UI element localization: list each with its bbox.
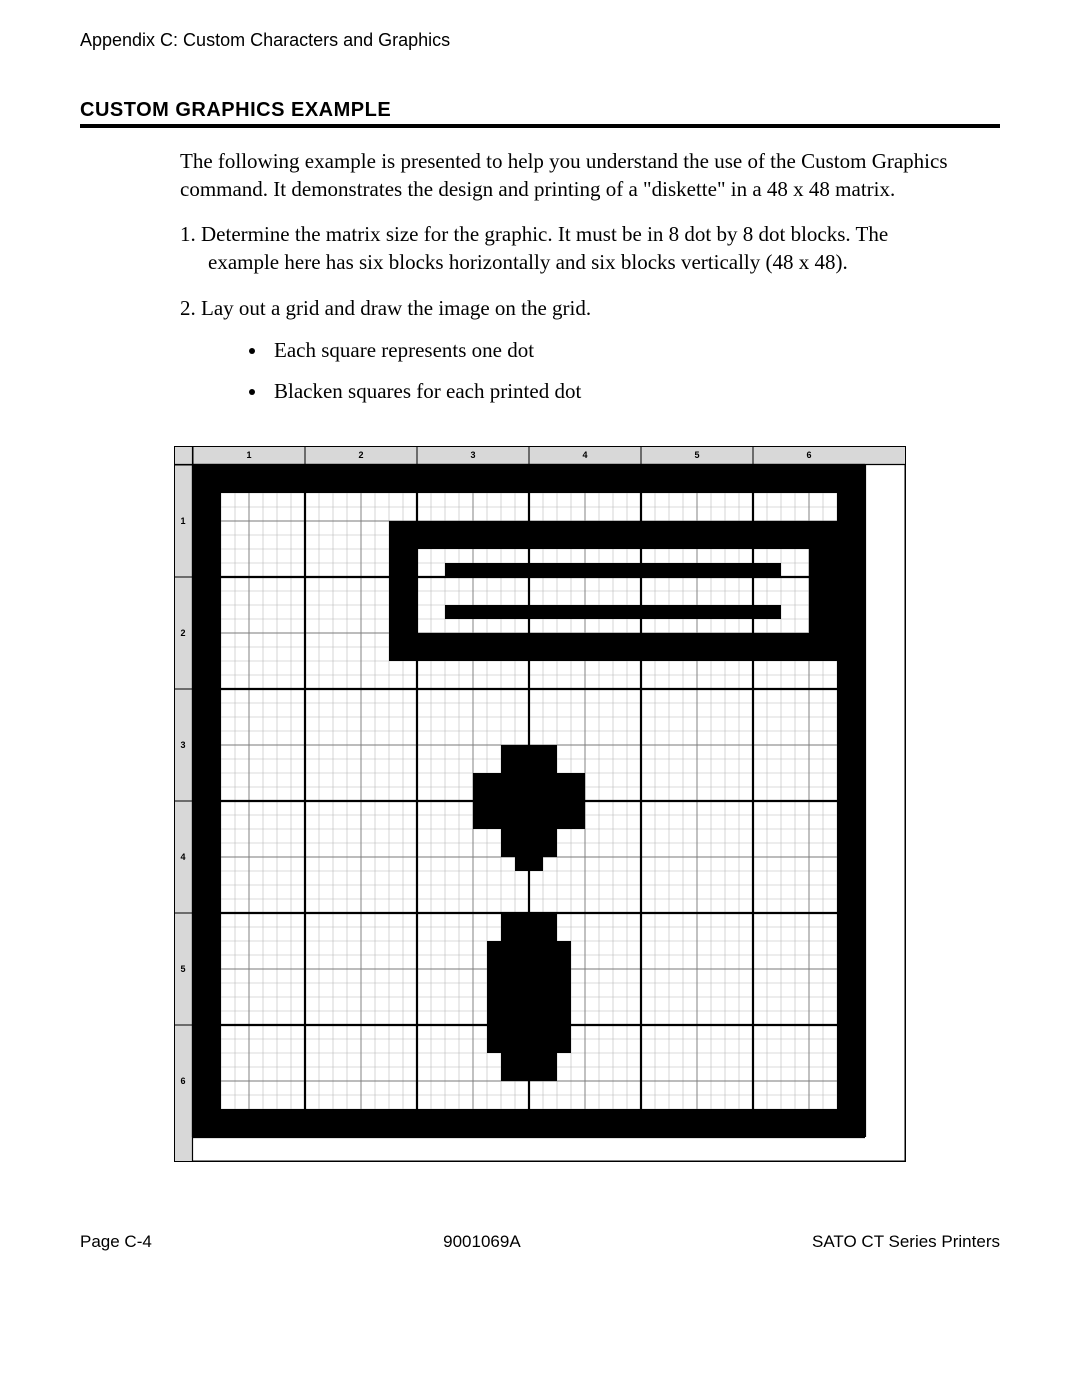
svg-text:5: 5 (180, 964, 185, 974)
intro-paragraph: The following example is presented to he… (180, 148, 960, 203)
svg-text:2: 2 (180, 628, 185, 638)
svg-text:1: 1 (246, 450, 251, 460)
footer-right: SATO CT Series Printers (812, 1232, 1000, 1252)
svg-text:3: 3 (180, 740, 185, 750)
svg-text:2: 2 (358, 450, 363, 460)
page-header: Appendix C: Custom Characters and Graphi… (80, 30, 1000, 51)
svg-text:1: 1 (180, 516, 185, 526)
step-2: 2. Lay out a grid and draw the image on … (180, 295, 960, 406)
footer-center: 9001069A (443, 1232, 521, 1252)
bullet-1: Each square represents one dot (268, 337, 960, 365)
bullet-2: Blacken squares for each printed dot (268, 378, 960, 406)
footer-left: Page C-4 (80, 1232, 152, 1252)
svg-text:6: 6 (806, 450, 811, 460)
svg-text:4: 4 (180, 852, 185, 862)
svg-text:6: 6 (180, 1076, 185, 1086)
step-1: 1. Determine the matrix size for the gra… (180, 221, 960, 276)
svg-text:4: 4 (582, 450, 587, 460)
pixel-grid-diagram: 1 2 3 4 5 6 1 2 3 4 5 6 (174, 446, 906, 1162)
step-2-text: 2. Lay out a grid and draw the image on … (180, 296, 591, 320)
svg-text:3: 3 (470, 450, 475, 460)
section-title: CUSTOM GRAPHICS EXAMPLE (80, 99, 1000, 122)
page-footer: Page C-4 9001069A SATO CT Series Printer… (80, 1232, 1000, 1252)
section-rule (80, 124, 1000, 128)
svg-text:5: 5 (694, 450, 699, 460)
